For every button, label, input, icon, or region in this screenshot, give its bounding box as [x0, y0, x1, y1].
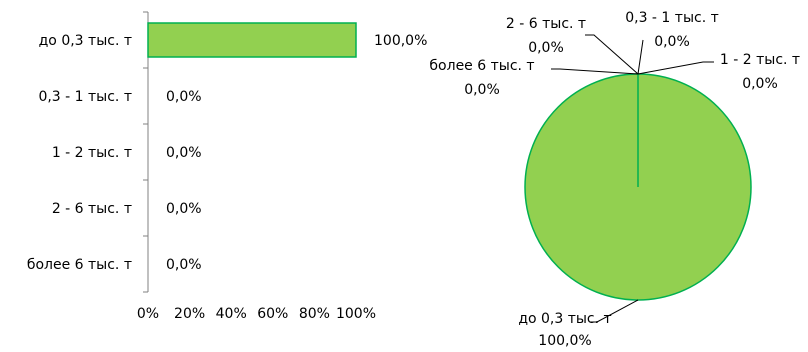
bar-x-tick-label: 60% [257, 306, 288, 322]
bar-value-label: 0,0% [166, 201, 202, 217]
bar-value-label: 0,0% [166, 145, 202, 161]
bar-category-label: 1 - 2 тыс. т [52, 145, 132, 161]
bar-value-label: 0,0% [166, 89, 202, 105]
pie-leader-line [590, 299, 639, 323]
pie-category-label: более 6 тыс. т [429, 58, 534, 74]
bar-x-tick-label: 80% [299, 306, 330, 322]
pie-value-label: 0,0% [528, 40, 564, 56]
bar-category-label: более 6 тыс. т [27, 257, 132, 273]
bar-category-label: 2 - 6 тыс. т [52, 201, 132, 217]
bar-x-tick-label: 40% [216, 306, 247, 322]
pie-leader-line [637, 61, 714, 75]
bar-category-label: до 0,3 тыс. т [39, 33, 132, 49]
bar-value-label: 0,0% [166, 257, 202, 273]
bar [147, 22, 357, 58]
pie-leader-line [551, 68, 639, 75]
pie-leader-line [637, 39, 644, 75]
pie-category-label: до 0,3 тыс. т [518, 311, 611, 327]
bar-value-label: 100,0% [374, 33, 427, 49]
bar-category-label: 0,3 - 1 тыс. т [38, 89, 132, 105]
pie-category-label: 1 - 2 тыс. т [720, 52, 800, 68]
pie-category-label: 2 - 6 тыс. т [506, 16, 586, 32]
bar-x-tick-label: 20% [174, 306, 205, 322]
bar-x-tick-label: 0% [137, 306, 159, 322]
pie-leader-line [585, 34, 639, 75]
pie-category-label: 0,3 - 1 тыс. т [625, 10, 719, 26]
pie-value-label: 0,0% [742, 76, 778, 92]
bar-x-tick-label: 100% [336, 306, 376, 322]
pie-value-label: 0,0% [464, 82, 500, 98]
pie-value-label: 0,0% [654, 34, 690, 50]
pie-value-label: 100,0% [538, 333, 591, 347]
